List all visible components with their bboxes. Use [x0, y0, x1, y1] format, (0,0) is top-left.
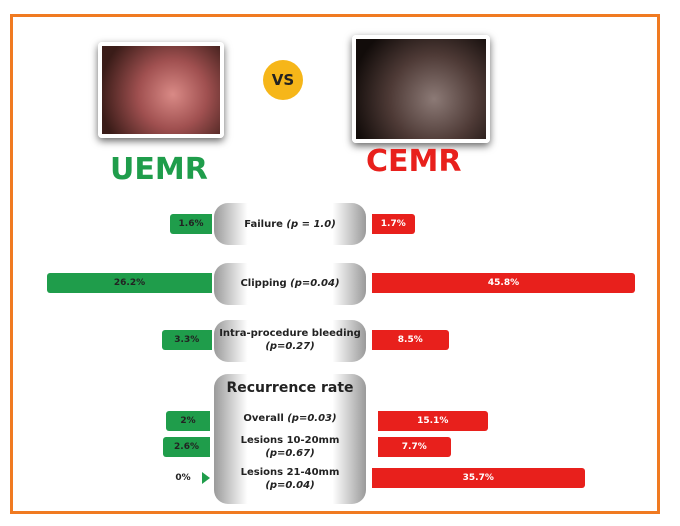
p-value: (p = 1.0)	[286, 219, 336, 230]
label-pill	[214, 374, 366, 504]
category-name: Clipping	[240, 278, 287, 289]
category-label: Lesions 21-40mm (p=0.04)	[218, 466, 362, 492]
endoscopy-image	[352, 35, 490, 143]
p-value: (p=0.03)	[287, 413, 337, 424]
bar	[161, 330, 212, 350]
value-label: 0%	[175, 473, 191, 483]
legend-label: UEMR	[110, 152, 208, 187]
frame	[10, 14, 660, 514]
label-pill	[214, 203, 366, 245]
p-value: (p=0.04)	[290, 278, 340, 289]
vs-badge: VS	[263, 60, 303, 100]
category-name: Overall	[243, 413, 284, 424]
bar	[372, 468, 585, 488]
value-label: 1.7%	[380, 219, 406, 229]
category-name: Lesions 21-40mm	[240, 467, 340, 478]
bar	[47, 273, 212, 293]
value-label: 1.6%	[178, 219, 204, 229]
value-label: 2.6%	[174, 442, 199, 452]
p-value: (p=0.67)	[265, 448, 315, 459]
category-name: Failure	[244, 219, 283, 230]
category-name: Intra-procedure bleeding	[219, 328, 361, 339]
section-title: Recurrence rate	[226, 380, 354, 396]
p-value: (p=0.04)	[265, 480, 315, 491]
value-label: 2%	[180, 416, 196, 426]
value-label: 45.8%	[487, 278, 520, 288]
value-label: 7.7%	[401, 442, 427, 452]
bar	[378, 411, 488, 431]
bar	[170, 214, 212, 234]
category-label: Failure (p = 1.0)	[218, 218, 362, 231]
bar	[202, 472, 210, 484]
label-pill	[214, 263, 366, 305]
bar	[166, 411, 210, 431]
category-label: Overall (p=0.03)	[218, 412, 362, 425]
value-label: 35.7%	[462, 473, 494, 483]
value-label: 3.3%	[174, 335, 200, 345]
bar	[378, 437, 451, 457]
category-label: Lesions 10-20mm (p=0.67)	[218, 434, 362, 460]
bar	[372, 214, 415, 234]
category-label: Intra-procedure bleeding (p=0.27)	[218, 327, 362, 353]
category-name: Lesions 10-20mm	[240, 435, 340, 446]
bar	[372, 273, 635, 293]
value-label: 8.5%	[397, 335, 423, 345]
legend-label: CEMR	[366, 144, 462, 179]
label-pill	[214, 320, 366, 362]
bar	[163, 437, 210, 457]
value-label: 15.1%	[417, 416, 449, 426]
bar	[372, 330, 449, 350]
category-label: Clipping (p=0.04)	[218, 277, 362, 290]
endoscopy-image	[98, 42, 224, 138]
p-value: (p=0.27)	[265, 341, 315, 352]
value-label: 26.2%	[113, 278, 146, 288]
